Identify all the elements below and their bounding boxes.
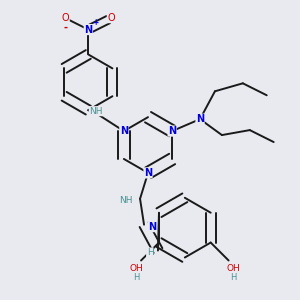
- Text: N: N: [84, 25, 92, 34]
- Text: O: O: [61, 13, 69, 22]
- Text: O: O: [107, 13, 115, 22]
- Text: H: H: [230, 273, 237, 282]
- Text: OH: OH: [129, 264, 143, 273]
- Text: H: H: [133, 273, 139, 282]
- Text: N: N: [148, 222, 156, 232]
- Text: N: N: [168, 126, 176, 136]
- Text: N: N: [196, 114, 204, 124]
- Text: N: N: [144, 168, 152, 178]
- Text: NH: NH: [89, 107, 103, 116]
- Text: N: N: [120, 126, 128, 136]
- Text: OH: OH: [227, 264, 241, 273]
- Text: -: -: [63, 22, 68, 33]
- Text: +: +: [92, 18, 98, 27]
- Text: H: H: [147, 248, 153, 257]
- Text: NH: NH: [119, 196, 133, 205]
